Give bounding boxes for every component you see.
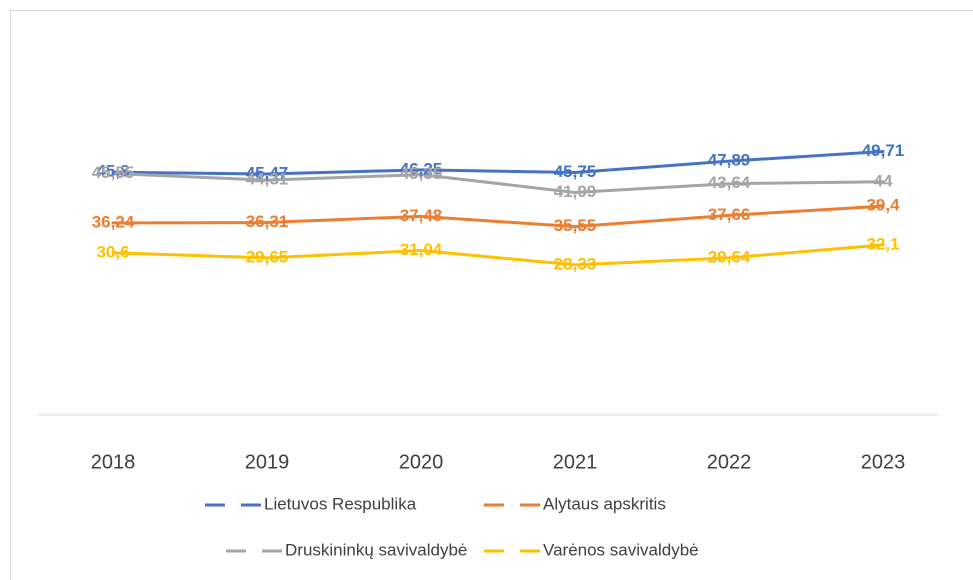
- legend-label: Alytaus apskritis: [543, 494, 666, 513]
- x-tick-label: 2022: [707, 451, 752, 473]
- data-label: 37,66: [708, 205, 751, 224]
- legend-label: Lietuvos Respublika: [264, 494, 417, 513]
- data-label: 45,47: [246, 163, 289, 182]
- data-label: 29,65: [246, 247, 289, 266]
- data-label: 39,4: [866, 196, 900, 215]
- x-tick-label: 2020: [399, 451, 444, 473]
- series-line: [111, 204, 885, 229]
- chart-border: [10, 10, 973, 580]
- data-label: 49,71: [862, 141, 905, 160]
- data-label: 44,31: [246, 170, 289, 189]
- series-line: [111, 172, 885, 194]
- data-label: 45,55: [92, 163, 135, 182]
- data-label: 37,48: [400, 206, 443, 225]
- x-tick-label: 2023: [861, 451, 906, 473]
- data-label: 45,75: [554, 162, 597, 181]
- data-label: 44: [874, 171, 893, 190]
- legend-label: Druskininkų savivaldybė: [285, 540, 467, 559]
- data-label: 36,31: [246, 212, 289, 231]
- x-tick-label: 2021: [553, 451, 598, 473]
- data-label: 28,33: [554, 254, 597, 273]
- data-label: 30,6: [96, 242, 129, 261]
- legend-label: Varėnos savivaldybė: [543, 540, 699, 559]
- data-label: 47,89: [708, 151, 751, 170]
- data-label: 45,35: [400, 164, 443, 183]
- data-label: 46,25: [400, 159, 443, 178]
- data-label: 31,04: [400, 240, 443, 259]
- data-label: 32,1: [866, 234, 899, 253]
- series-line: [111, 243, 885, 267]
- x-tick-label: 2018: [91, 451, 136, 473]
- data-label: 45,8: [96, 162, 129, 181]
- data-label: 36,24: [92, 212, 135, 231]
- x-tick-label: 2019: [245, 451, 290, 473]
- data-label: 41,99: [554, 182, 597, 201]
- data-label: 43,64: [708, 173, 751, 192]
- data-label: 35,55: [554, 216, 597, 235]
- series-line: [111, 150, 885, 176]
- data-label: 29,64: [708, 247, 751, 266]
